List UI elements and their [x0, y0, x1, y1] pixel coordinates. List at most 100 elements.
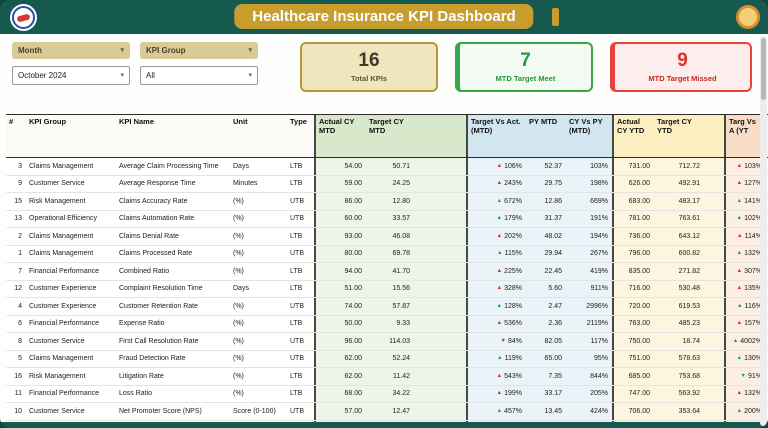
percent-value: 91% [747, 372, 762, 380]
column-spacer [414, 420, 466, 422]
cell-group: Claims Management [29, 250, 94, 258]
cell-actual_ytd: 770.00 [614, 420, 654, 422]
scrollbar-thumb[interactable] [761, 38, 766, 100]
column-divider [612, 420, 614, 422]
column-spacer [704, 315, 724, 332]
triangle-up-icon: ▲ [736, 320, 743, 326]
triangle-up-icon: ▲ [496, 320, 503, 326]
cell-target_mtd: 52.24 [366, 350, 414, 367]
table-row[interactable]: 9 Customer Service Average Response Time Mi… [6, 175, 768, 193]
percent-value: 84% [507, 337, 522, 345]
cell-tva_ytd: ▲ 114% [726, 228, 766, 245]
percent-value: 128% [504, 302, 522, 310]
column-divider [314, 298, 316, 315]
table-row[interactable]: 8 Customer Service First Call Resolution R… [6, 333, 768, 351]
percent-value: 130% [744, 355, 762, 363]
table-row[interactable]: 1 Claims Management Claims Processed Rate (… [6, 245, 768, 263]
kpi-group-slicer: KPI Group ▾ All ▾ [140, 42, 258, 85]
column-header-target_mtd[interactable]: Target CY MTD [366, 115, 414, 157]
cell-actual_mtd: 50.00 [316, 315, 366, 332]
cell-num: 10 [14, 407, 22, 415]
table-row[interactable]: 16 Risk Management Litigation Rate (%) LTB 62… [6, 368, 768, 386]
cell-type: UTB [290, 215, 304, 223]
cell-num: 6 [18, 320, 22, 328]
column-header-unit[interactable]: Unit [233, 117, 248, 126]
cell-num: 8 [18, 337, 22, 345]
table-row[interactable]: 7 Financial Performance Combined Ratio (%) L… [6, 263, 768, 281]
table-row[interactable]: 6 Financial Performance Expense Ratio (%) LT… [6, 315, 768, 333]
cell-group: Risk Management [29, 372, 86, 380]
cell-type: LTB [290, 390, 303, 398]
triangle-up-icon: ▲ [736, 250, 743, 256]
table-row[interactable]: 5 Claims Management Fraud Detection Rate (%… [6, 350, 768, 368]
cell-name: Claims Denial Rate [119, 232, 179, 240]
cell-actual_mtd: 94.00 [316, 263, 366, 280]
percent-value: 199% [504, 390, 522, 398]
kpi-group-dropdown[interactable]: All ▾ [140, 66, 258, 85]
percent-value: 536% [504, 320, 522, 328]
chevron-down-icon: ▾ [248, 47, 252, 54]
cell-target_ytd: 753.68 [654, 368, 704, 385]
column-divider [314, 263, 316, 280]
column-header-target_ytd[interactable]: Target CY YTD [654, 115, 704, 157]
table-row[interactable]: 13 Operational Efficiency Claims Automatio… [6, 210, 768, 228]
cell-group: Claims Management [29, 355, 94, 363]
column-header-tva_mtd[interactable]: Target Vs Act. (MTD) [468, 115, 526, 157]
cell-name: Average Response Time [119, 180, 196, 188]
column-header-name[interactable]: KPI Name [119, 117, 155, 126]
column-divider [314, 175, 316, 192]
column-spacer [704, 263, 724, 280]
column-header-actual_mtd[interactable]: Actual CY MTD [316, 115, 366, 157]
column-header-tva_ytd[interactable]: Targ Vs A (YT [726, 115, 766, 157]
triangle-up-icon: ▲ [496, 180, 503, 186]
triangle-up-icon: ▲ [736, 197, 743, 204]
table-row[interactable]: 12 Customer Experience Complaint Resolutio… [6, 280, 768, 298]
table-row[interactable]: 4 Customer Experience Customer Retention R… [6, 298, 768, 316]
cell-group: Customer Experience [29, 285, 97, 293]
column-spacer [414, 228, 466, 245]
cell-target_ytd: 483.17 [654, 193, 704, 210]
column-divider [612, 350, 614, 367]
table-row[interactable]: 3 Claims Management Average Claim Processi… [6, 158, 768, 176]
table-row[interactable]: 14Financial PerformancePremium Collectio… [6, 420, 768, 422]
cell-actual_mtd: 51.00 [316, 280, 366, 297]
triangle-up-icon: ▲ [736, 390, 743, 396]
column-divider [466, 333, 468, 350]
triangle-up-icon: ▲ [496, 215, 503, 221]
column-header-actual_ytd[interactable]: Actual CY YTD [614, 115, 654, 157]
triangle-up-icon: ▲ [496, 162, 503, 169]
cell-target_ytd: 712.72 [654, 158, 704, 175]
column-header-py_mtd[interactable]: PY MTD [526, 115, 566, 157]
cell-unit: (%) [233, 197, 244, 205]
cell-actual_mtd: 54.00 [316, 158, 366, 175]
table-row[interactable]: 10 Customer Service Net Promoter Score (NP… [6, 403, 768, 421]
total-kpis-label: Total KPIs [350, 74, 388, 83]
column-spacer [704, 228, 724, 245]
cell-actual_ytd: 747.00 [614, 385, 654, 402]
column-spacer [704, 245, 724, 262]
percent-value: 179% [504, 215, 522, 223]
column-spacer [414, 158, 466, 175]
cell-target_mtd: 11.42 [366, 368, 414, 385]
column-divider [724, 315, 726, 332]
cell-cy_py_mtd: 205% [566, 385, 612, 402]
column-header-group[interactable]: KPI Group [29, 117, 67, 126]
triangle-up-icon: ▲ [496, 285, 503, 291]
column-header-type[interactable]: Type [290, 117, 307, 126]
cell-unit: Days [233, 162, 249, 170]
cell-tva_ytd: ▲ 103% [726, 158, 766, 175]
table-row[interactable]: 11 Financial Performance Loss Ratio (%) LTB 6… [6, 385, 768, 403]
table-row[interactable]: 2 Claims Management Claims Denial Rate (%) L… [6, 228, 768, 246]
percent-value: 328% [504, 285, 522, 293]
cell-actual_mtd: 50.00 [316, 420, 366, 422]
month-dropdown[interactable]: October 2024 ▾ [12, 66, 130, 85]
cell-cy_py_mtd: 2119% [566, 315, 612, 332]
column-header-num[interactable]: # [9, 117, 14, 126]
kpi-group-slicer-header[interactable]: KPI Group ▾ [140, 42, 258, 59]
triangle-up-icon: ▲ [496, 390, 503, 396]
table-row[interactable]: 15 Risk Management Claims Accuracy Rate (%)… [6, 193, 768, 211]
vertical-scrollbar[interactable] [760, 36, 767, 426]
month-slicer-header[interactable]: Month ▾ [12, 42, 130, 59]
column-divider [724, 228, 726, 245]
column-header-cy_py_mtd[interactable]: CY Vs PY (MTD) [566, 115, 612, 157]
